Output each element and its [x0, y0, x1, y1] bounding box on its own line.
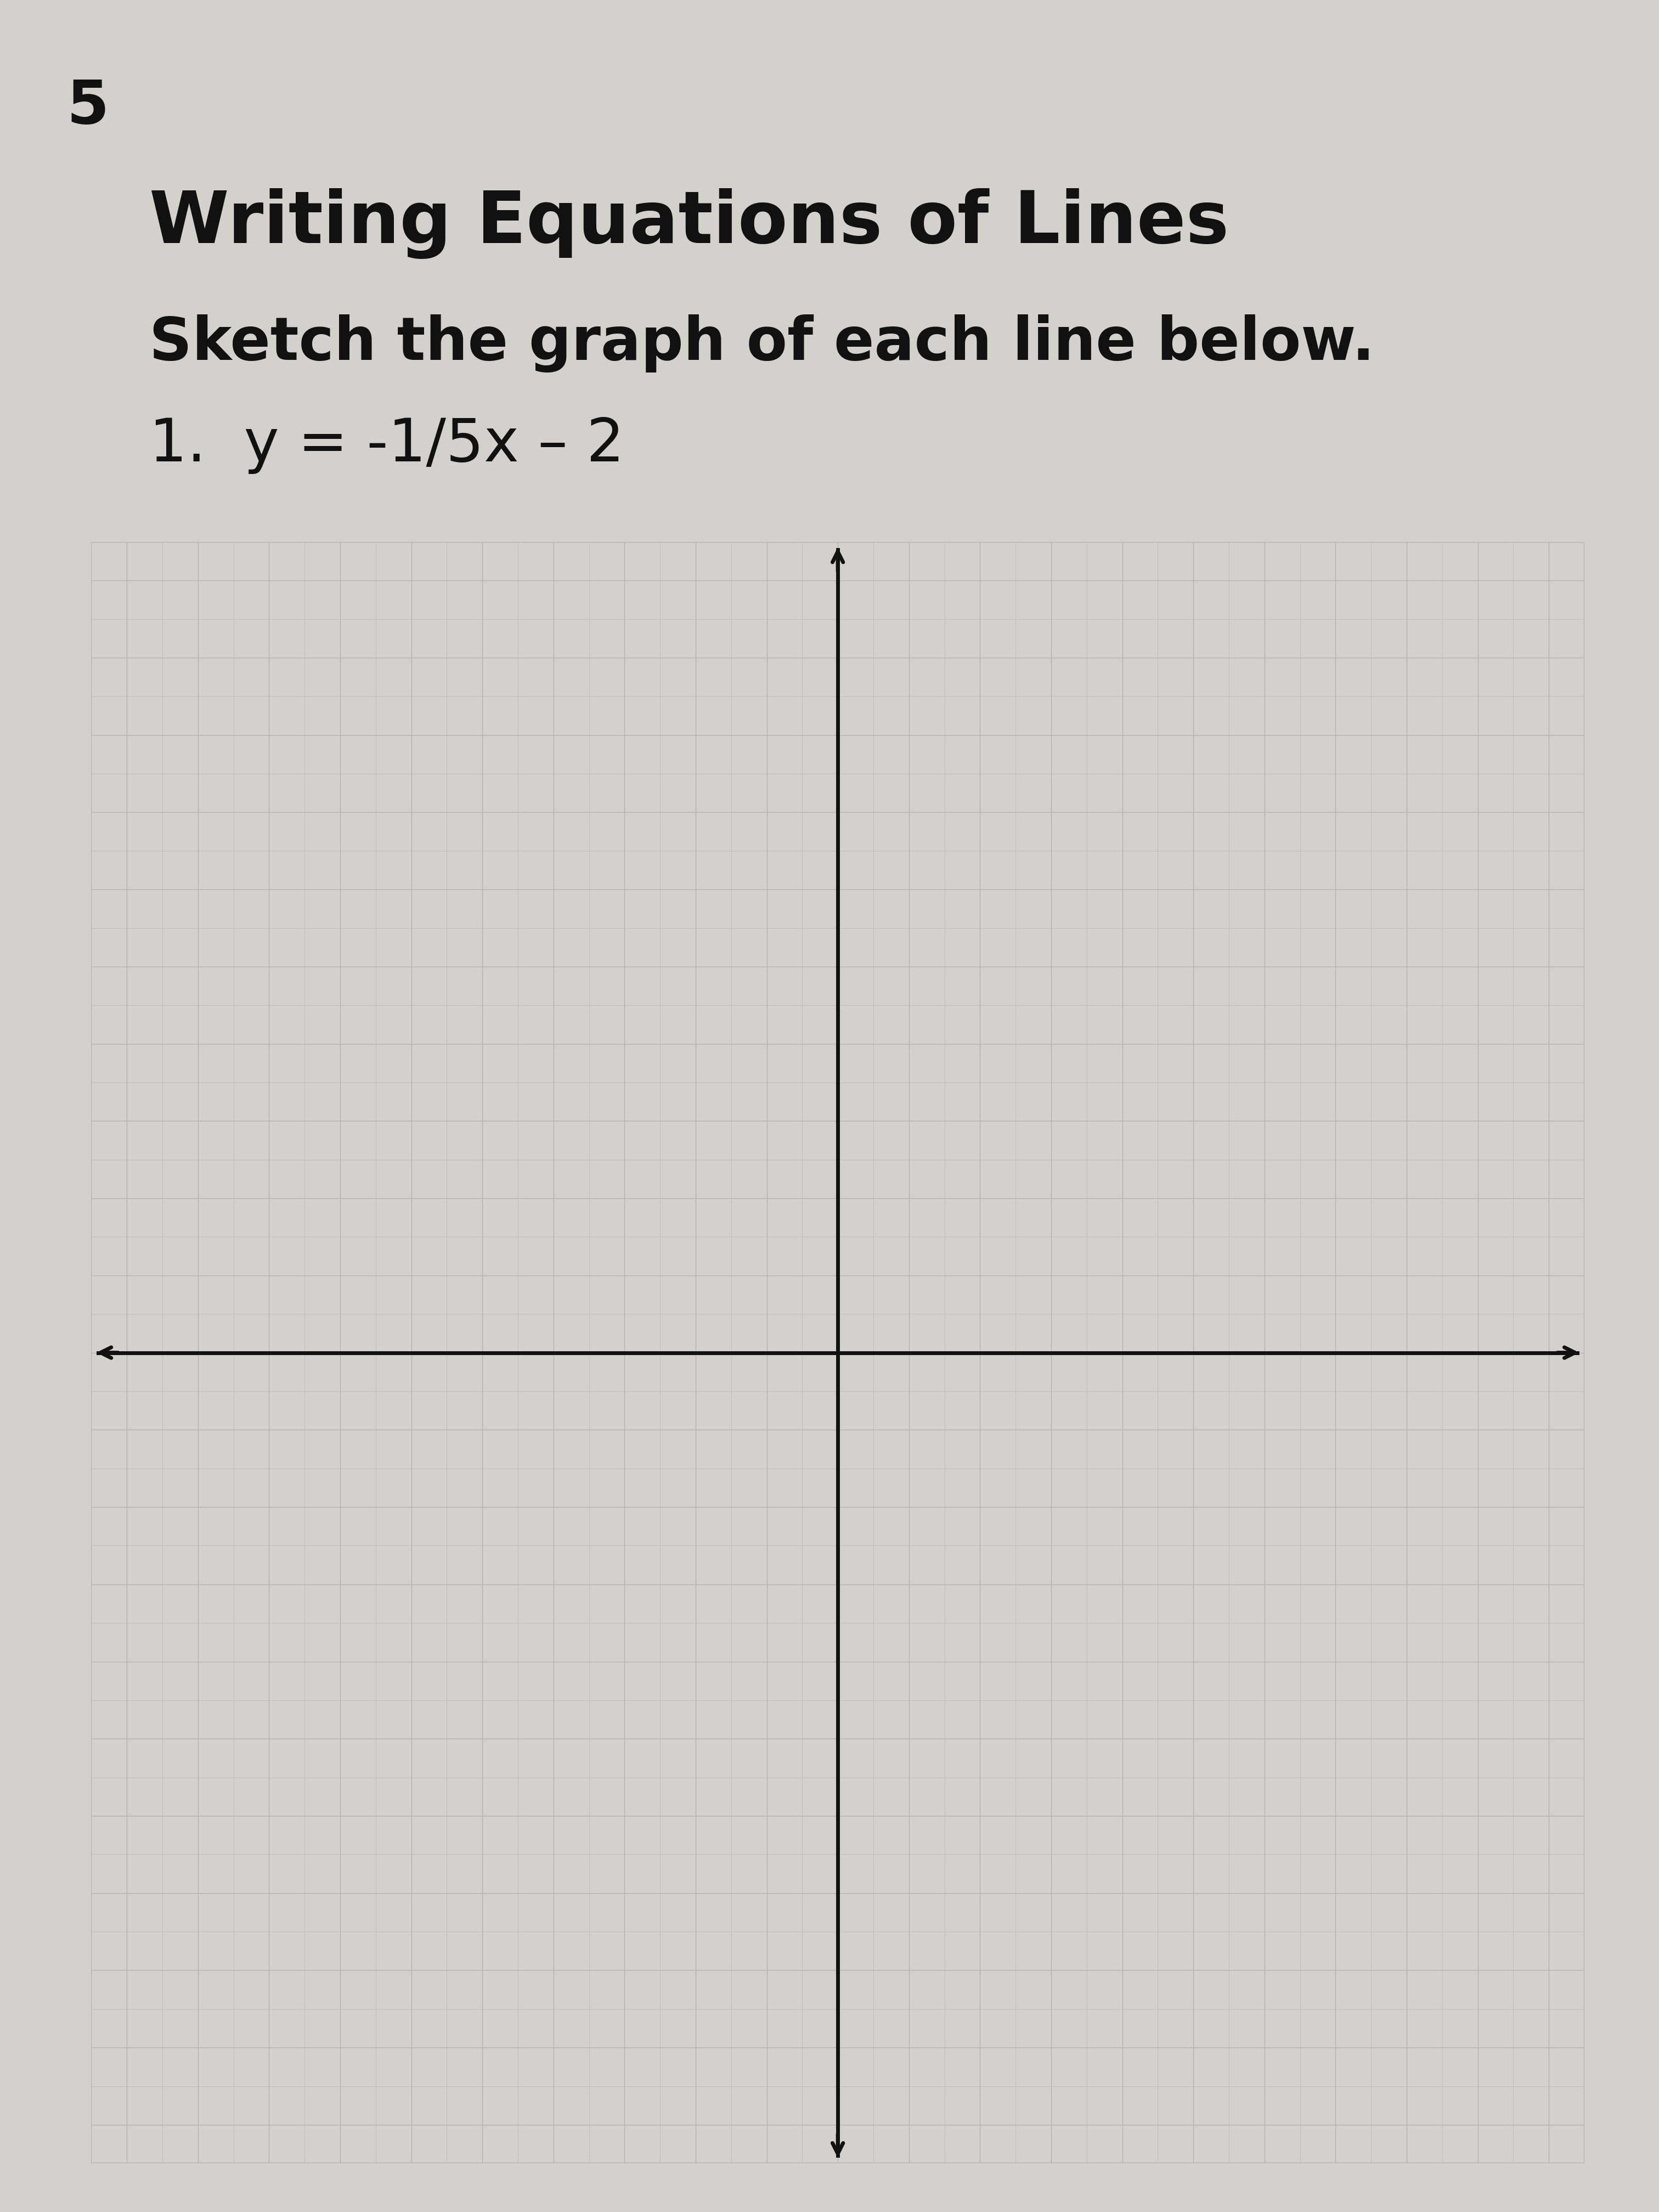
Text: Writing Equations of Lines: Writing Equations of Lines — [149, 188, 1229, 259]
Text: 1.  y = -1/5x – 2: 1. y = -1/5x – 2 — [149, 416, 624, 473]
Text: Sketch the graph of each line below.: Sketch the graph of each line below. — [149, 314, 1375, 372]
Text: 5: 5 — [66, 77, 109, 137]
